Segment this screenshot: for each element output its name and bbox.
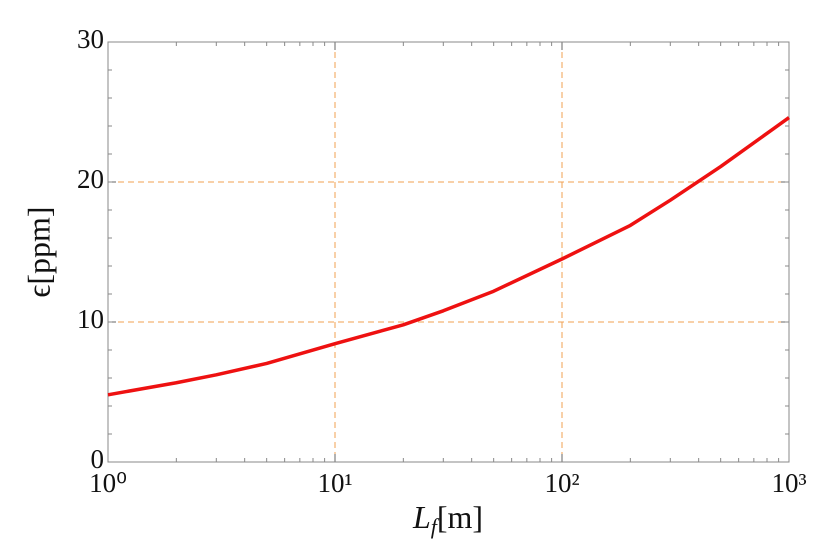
y-tick-label: 20 <box>77 164 104 194</box>
x-tick-label: 10⁰ <box>89 468 127 498</box>
x-tick-label: 10² <box>544 468 579 498</box>
y-tick-label: 10 <box>77 304 104 334</box>
x-tick-label: 10³ <box>771 468 806 498</box>
x-tick-label: 10¹ <box>317 468 352 498</box>
line-series <box>107 116 791 397</box>
y-tick-label: 30 <box>77 24 104 54</box>
y-tick-label: 0 <box>91 444 105 474</box>
y-axis-label: ϵ[ppm] <box>20 206 56 297</box>
x-axis-label: Lf[m] <box>412 499 483 539</box>
plot-frame <box>107 41 790 463</box>
